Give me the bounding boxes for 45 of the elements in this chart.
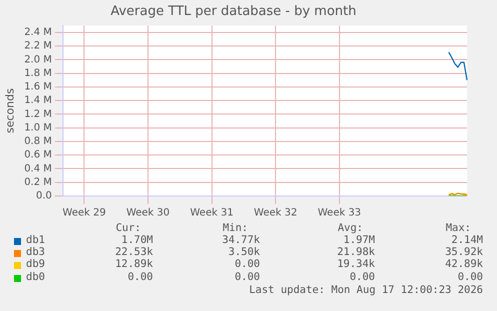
y-axis-title: seconds [3,88,16,134]
x-tick-label: Week 32 [254,208,298,219]
y-tick-label: 2.2 M [24,40,52,52]
y-tick-label: 1.2 M [24,108,52,120]
y-tick-label: 1.6 M [24,82,52,93]
chart-title: Average TTL per database - by month [110,4,356,20]
legend-label: db0 [26,270,45,283]
y-tick-label: 0.4 M [24,163,52,174]
x-tick-label: Week 29 [62,208,106,219]
y-tick-label: 0.2 M [24,176,52,188]
text: 34.77k [222,234,260,246]
x-tick-label: Week 31 [190,208,234,219]
text: 19.34k [337,258,375,270]
y-tick-label: 0.8 M [24,136,52,148]
text: 35.92k [445,246,483,258]
text: Max: [446,222,471,234]
y-tick-label: 1.8 M [24,68,52,79]
y-tick-label: 1.4 M [24,95,52,106]
text: 42.89k [445,258,483,270]
text: 1.97M [343,234,375,246]
legend-label: db3 [26,246,45,258]
y-tick-label: 2.0 M [24,54,52,66]
text: 2.14M [451,234,483,246]
text: 1.70M [121,234,153,246]
text: 0.00 [458,270,483,283]
x-tick-label: Week 30 [126,208,170,219]
text: Last update: Mon Aug 17 12:00:23 2026 [249,284,483,296]
legend-label: db1 [26,234,45,246]
text: 12.89k [115,258,153,270]
legend-label: db9 [26,258,45,270]
text: Avg: [338,222,363,234]
y-tick-label: 0.6 M [24,150,52,161]
text: 22.53k [115,246,153,258]
text: 21.98k [337,246,375,258]
x-tick-label: Week 33 [318,208,362,219]
text: Cur: [116,222,141,234]
y-tick-label: 1.0 M [24,122,52,134]
y-tick-label: 0.0 [36,190,52,202]
text: 0.00 [234,270,260,283]
text: 0.00 [128,270,153,283]
text: Min: [222,222,248,234]
text: 0.00 [350,270,375,283]
text: 0.00 [234,258,260,270]
text: 3.50k [228,246,260,258]
y-tick-label: 2.4 M [24,27,52,38]
